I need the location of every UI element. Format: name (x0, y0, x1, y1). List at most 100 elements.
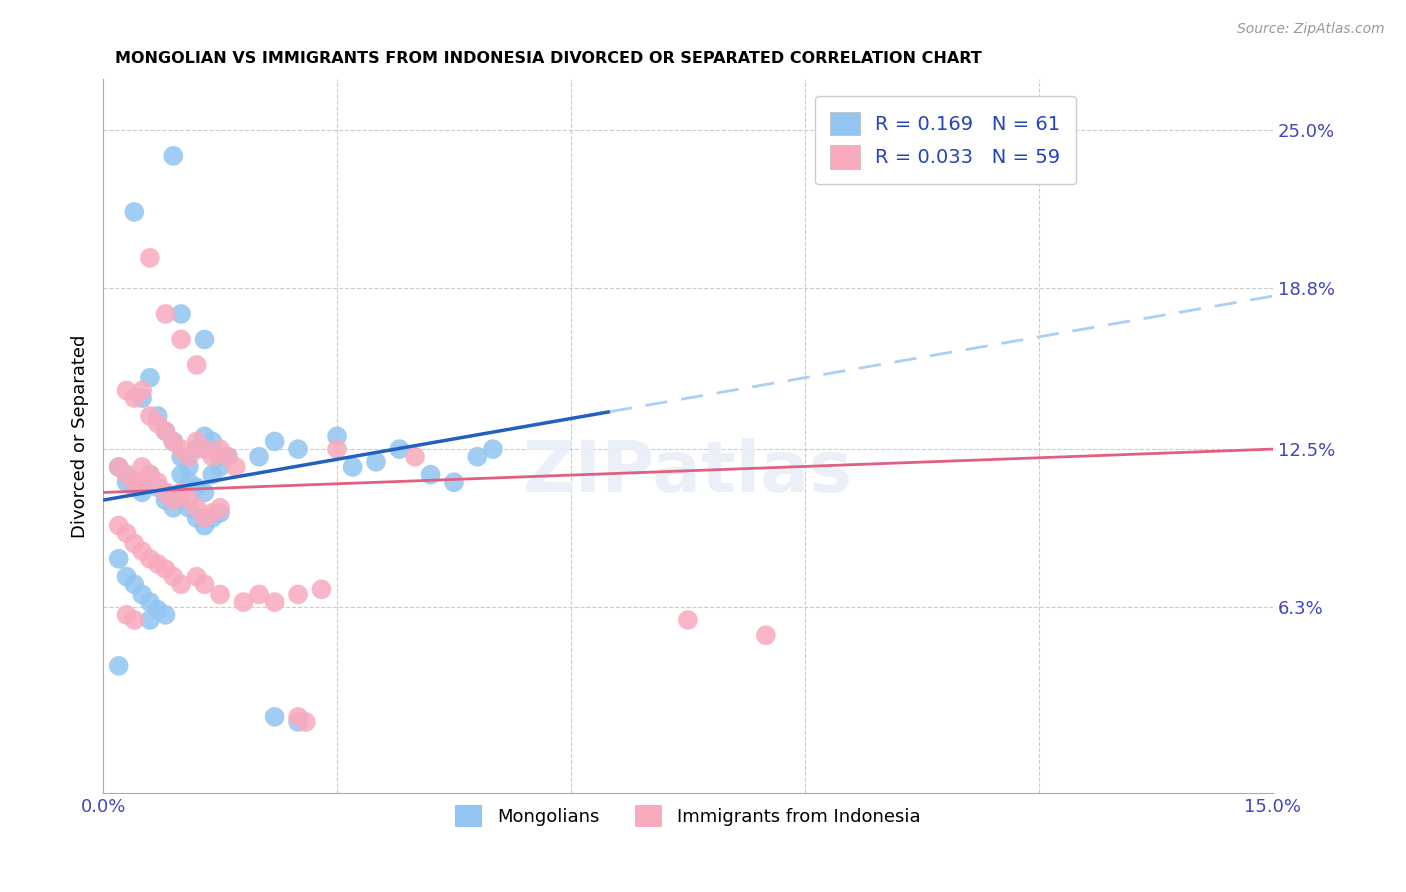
Point (326, 429, 349, 443)
Point (232, 595, 254, 609)
Point (162, 500, 184, 515)
Point (131, 544, 153, 558)
Point (755, 628, 778, 642)
Point (193, 485, 215, 500)
Point (155, 424, 177, 438)
Point (139, 251, 162, 265)
Point (115, 607, 138, 622)
Point (131, 459, 153, 474)
Point (326, 442, 349, 456)
Point (139, 467, 162, 482)
Point (131, 391, 153, 405)
Point (287, 710, 309, 724)
Point (124, 480, 146, 494)
Point (209, 500, 232, 515)
Point (170, 333, 193, 347)
Point (155, 607, 177, 622)
Point (115, 467, 138, 482)
Point (146, 480, 169, 494)
Point (177, 459, 200, 474)
Point (364, 455, 387, 469)
Point (124, 613, 146, 627)
Point (225, 459, 247, 474)
Point (139, 595, 162, 609)
Point (107, 658, 129, 673)
Point (193, 429, 215, 443)
Point (124, 391, 146, 405)
Point (146, 603, 169, 617)
Point (146, 409, 169, 423)
Point (287, 442, 309, 456)
Point (131, 475, 153, 490)
Point (115, 475, 138, 490)
Point (170, 450, 193, 464)
Point (162, 434, 184, 449)
Point (209, 442, 232, 456)
Point (467, 450, 489, 464)
Point (162, 434, 184, 449)
Point (388, 442, 411, 456)
Point (186, 434, 208, 449)
Point (124, 205, 146, 219)
Point (155, 493, 177, 508)
Point (263, 710, 285, 724)
Point (482, 442, 505, 456)
Point (186, 569, 208, 583)
Point (676, 613, 699, 627)
Point (186, 500, 208, 515)
Point (162, 493, 184, 508)
Point (170, 577, 193, 591)
Text: Source: ZipAtlas.com: Source: ZipAtlas.com (1237, 22, 1385, 37)
Point (170, 467, 193, 482)
Text: ZIPatlas: ZIPatlas (523, 438, 853, 507)
Point (217, 450, 239, 464)
Point (162, 149, 184, 163)
Point (311, 582, 333, 597)
Point (209, 459, 232, 474)
Point (193, 442, 215, 456)
Point (162, 569, 184, 583)
Point (170, 307, 193, 321)
Point (287, 714, 309, 729)
Point (404, 450, 426, 464)
Point (146, 417, 169, 431)
Point (170, 485, 193, 500)
Point (139, 409, 162, 423)
Point (124, 577, 146, 591)
Point (193, 577, 215, 591)
Point (139, 467, 162, 482)
Point (193, 333, 215, 347)
Point (155, 562, 177, 576)
Point (201, 511, 224, 525)
Point (201, 434, 224, 449)
Point (124, 475, 146, 490)
Point (217, 450, 239, 464)
Point (107, 459, 129, 474)
Point (247, 587, 270, 601)
Point (177, 500, 200, 515)
Point (186, 480, 208, 494)
Point (209, 587, 232, 601)
Point (124, 536, 146, 550)
Point (146, 475, 169, 490)
Point (155, 485, 177, 500)
Point (131, 475, 153, 490)
Point (170, 493, 193, 508)
Point (139, 613, 162, 627)
Point (342, 459, 364, 474)
Point (155, 424, 177, 438)
Point (146, 557, 169, 571)
Point (247, 450, 270, 464)
Point (209, 450, 232, 464)
Point (155, 485, 177, 500)
Point (419, 467, 441, 482)
Point (131, 384, 153, 398)
Point (115, 526, 138, 541)
Point (201, 506, 224, 520)
Legend: Mongolians, Immigrants from Indonesia: Mongolians, Immigrants from Indonesia (449, 797, 928, 834)
Point (186, 511, 208, 525)
Point (131, 587, 153, 601)
Point (139, 551, 162, 566)
Point (201, 450, 224, 464)
Point (131, 485, 153, 500)
